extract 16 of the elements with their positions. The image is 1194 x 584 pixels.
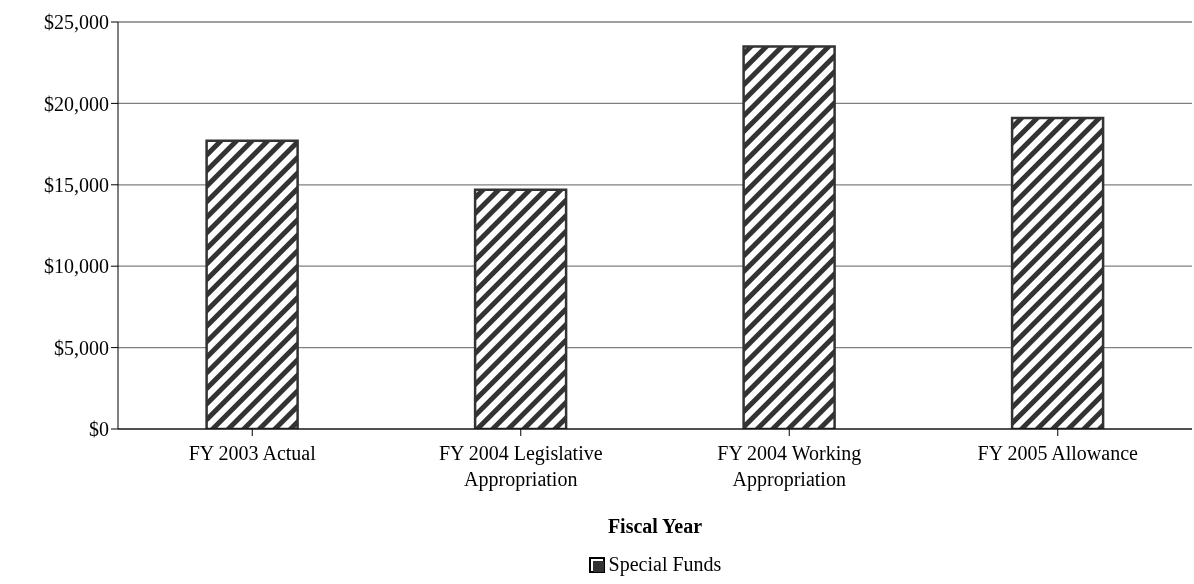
text: Special Funds <box>607 553 722 576</box>
x-axis-title: Fiscal Year <box>607 515 703 537</box>
x-tick-label: FY 2005 Allowance <box>977 442 1139 464</box>
bar <box>205 139 299 429</box>
y-tick-label: $20,000 <box>44 92 109 115</box>
y-tick-label: $15,000 <box>44 173 109 196</box>
y-tick-label: $10,000 <box>44 255 109 278</box>
bar <box>473 188 568 429</box>
x-tick-label: FY 2003 Actual <box>188 442 317 464</box>
bar <box>742 45 836 429</box>
y-tick-label: $5,000 <box>54 336 109 359</box>
x-tick-label: FY 2004 Legislative Appropriation <box>438 442 603 491</box>
y-tick-label: $0 <box>89 418 109 441</box>
bar <box>1010 116 1105 429</box>
x-tick-label: FY 2004 Working Appropriation <box>717 442 862 491</box>
y-tick-label: $25,000 <box>44 11 109 34</box>
